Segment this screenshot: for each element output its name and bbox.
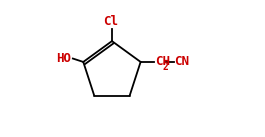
Text: CN: CN [174,55,189,68]
Text: 2: 2 [162,62,168,72]
Text: Cl: Cl [103,15,118,28]
Text: CH: CH [155,55,170,68]
Text: HO: HO [56,52,72,65]
